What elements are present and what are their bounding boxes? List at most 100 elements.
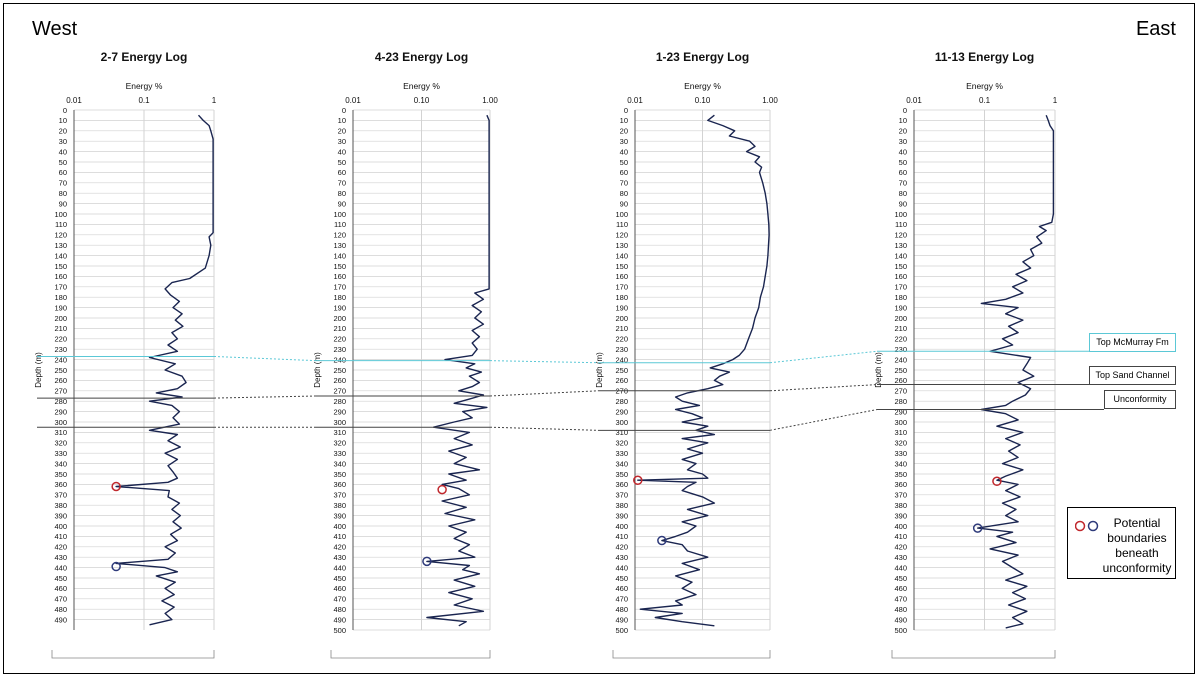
y-tick-label: 210 (333, 324, 346, 333)
y-tick-label: 190 (894, 303, 907, 312)
y-tick-label: 340 (894, 459, 907, 468)
correlation-connector (489, 390, 599, 397)
y-tick-label: 20 (620, 127, 628, 136)
y-tick-label: 430 (54, 553, 67, 562)
x-axis-label: Energy % (403, 81, 440, 91)
y-tick-label: 100 (333, 210, 346, 219)
panel-base-bracket (330, 650, 491, 659)
y-tick-label: 220 (333, 335, 346, 344)
y-tick-label: 30 (338, 137, 346, 146)
y-tick-label: 120 (615, 231, 628, 240)
y-tick-label: 480 (333, 605, 346, 614)
y-tick-label: 180 (333, 293, 346, 302)
y-tick-label: 310 (54, 428, 67, 437)
panel-title: 4-23 Energy Log (375, 50, 468, 64)
y-tick-label: 0 (624, 106, 628, 115)
y-tick-label: 30 (59, 137, 67, 146)
y-tick-label: 300 (894, 418, 907, 427)
correlation-connector (489, 360, 599, 364)
y-tick-label: 380 (894, 501, 907, 510)
top-sand-channel-label: Top Sand Channel (1089, 366, 1176, 385)
x-tick-label: 0.01 (345, 96, 361, 105)
y-tick-label: 360 (54, 480, 67, 489)
y-axis-label: Depth (m) (313, 352, 322, 388)
y-tick-label: 250 (615, 366, 628, 375)
y-tick-label: 480 (54, 605, 67, 614)
y-tick-label: 370 (894, 491, 907, 500)
y-tick-label: 0 (903, 106, 907, 115)
y-tick-label: 430 (894, 553, 907, 562)
y-tick-label: 230 (54, 345, 67, 354)
legend-markers (1075, 520, 1099, 532)
boundary-marker (111, 481, 121, 492)
y-tick-label: 150 (333, 262, 346, 271)
correlation-connector (769, 350, 878, 364)
y-tick-label: 350 (615, 470, 628, 479)
y-tick-label: 240 (615, 355, 628, 364)
y-tick-label: 10 (620, 116, 628, 125)
y-tick-label: 460 (54, 584, 67, 593)
y-tick-label: 280 (615, 397, 628, 406)
y-tick-label: 80 (620, 189, 628, 198)
correlation-connector (213, 355, 317, 362)
panel-1-23: 1-23 Energy Log Energy % 0.01 0.10 1.00 010 20… (595, 50, 778, 659)
y-tick-label: 180 (894, 293, 907, 302)
y-tick-label: 220 (615, 335, 628, 344)
panel-title: 11-13 Energy Log (935, 50, 1034, 64)
y-tick-label: 290 (54, 407, 67, 416)
y-tick-label: 170 (615, 283, 628, 292)
y-tick-label: 310 (894, 428, 907, 437)
y-tick-label: 400 (54, 522, 67, 531)
x-tick-label: 0.1 (979, 96, 991, 105)
y-tick-label: 370 (54, 491, 67, 500)
y-tick-label: 200 (615, 314, 628, 323)
y-tick-label: 80 (59, 189, 67, 198)
y-tick-label: 500 (615, 626, 628, 635)
y-tick-label: 180 (615, 293, 628, 302)
y-tick-label: 40 (620, 147, 628, 156)
y-tick-label: 300 (54, 418, 67, 427)
y-tick-label: 390 (615, 511, 628, 520)
y-tick-label: 300 (615, 418, 628, 427)
y-tick-label: 350 (333, 470, 346, 479)
y-tick-label: 40 (899, 147, 907, 156)
y-tick-label: 490 (54, 615, 67, 624)
y-tick-label: 430 (333, 553, 346, 562)
x-tick-label: 0.10 (414, 96, 430, 105)
y-tick-label: 340 (615, 459, 628, 468)
y-tick-label: 280 (54, 397, 67, 406)
y-tick-label: 140 (894, 251, 907, 260)
x-axis-label: Energy % (966, 81, 1003, 91)
y-tick-label: 450 (615, 574, 628, 583)
y-tick-label: 400 (333, 522, 346, 531)
boundary-marker (657, 535, 667, 546)
y-tick-label: 420 (54, 543, 67, 552)
y-tick-label: 70 (620, 179, 628, 188)
boundary-marker (992, 476, 1002, 487)
y-tick-label: 350 (54, 470, 67, 479)
energy-series-line (977, 114, 1055, 629)
y-tick-label: 450 (894, 574, 907, 583)
correlation-2 (37, 409, 1104, 431)
y-tick-label: 20 (59, 127, 67, 136)
y-tick-label: 490 (894, 615, 907, 624)
y-tick-label: 130 (615, 241, 628, 250)
y-tick-label: 260 (54, 376, 67, 385)
y-tick-label: 50 (899, 158, 907, 167)
y-tick-label: 90 (620, 199, 628, 208)
y-tick-label: 60 (338, 168, 346, 177)
correlation-connector (213, 395, 317, 399)
panel-base-bracket (612, 650, 771, 659)
panel-title: 2-7 Energy Log (101, 50, 188, 64)
y-tick-label: 30 (620, 137, 628, 146)
boundary-marker (972, 523, 983, 533)
y-tick-label: 360 (333, 480, 346, 489)
correlation-connector (489, 426, 599, 431)
east-label: East (1135, 18, 1176, 40)
correlation-connector (769, 384, 878, 392)
y-tick-label: 190 (615, 303, 628, 312)
y-tick-label: 310 (615, 428, 628, 437)
y-tick-label: 330 (333, 449, 346, 458)
y-tick-label: 70 (59, 179, 67, 188)
